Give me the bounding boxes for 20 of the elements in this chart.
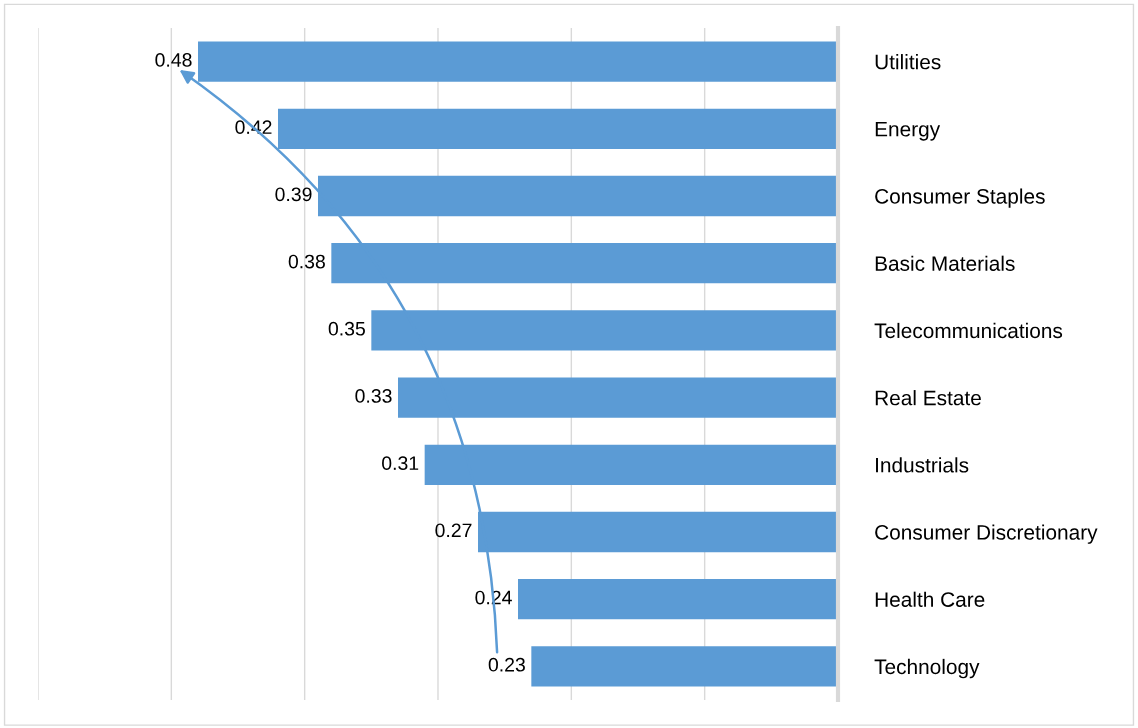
data-label: 0.35 bbox=[328, 321, 365, 336]
y-tick-label: Basic Materials bbox=[875, 255, 1015, 271]
bar bbox=[518, 579, 838, 620]
y-tick-label: Utilities bbox=[875, 54, 941, 70]
y-tick-label: Real Estate bbox=[875, 390, 981, 406]
y-tick-label: Health Care bbox=[875, 591, 985, 607]
y-tick-label: Energy bbox=[875, 122, 941, 141]
y-tick-label: Industrials bbox=[876, 457, 969, 473]
data-label: 0.39 bbox=[275, 187, 312, 202]
data-label: 0.48 bbox=[155, 53, 192, 67]
y-tick-label: Technology bbox=[874, 658, 980, 679]
y-tick-label: Consumer Discretionary bbox=[875, 524, 1098, 544]
data-label: 0.38 bbox=[288, 254, 325, 269]
data-label: 0.23 bbox=[488, 657, 525, 672]
y-tick-label: Telecommunications bbox=[874, 322, 1063, 339]
data-label: 0.31 bbox=[382, 456, 419, 471]
data-label: 0.27 bbox=[435, 523, 472, 538]
data-label: 0.33 bbox=[355, 389, 392, 403]
y-tick-label: Consumer Staples bbox=[875, 188, 1045, 208]
bar bbox=[531, 646, 838, 687]
